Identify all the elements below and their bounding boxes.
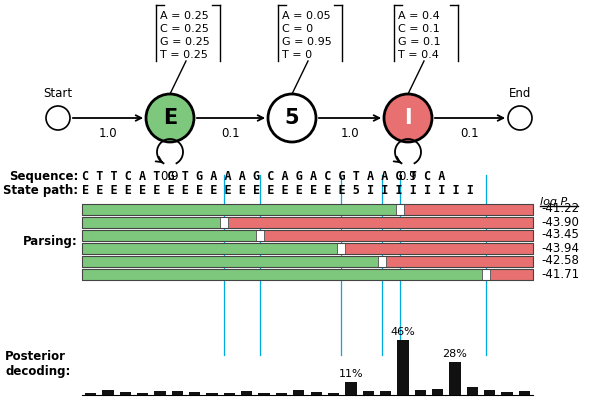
Text: -43.45: -43.45 [541, 229, 579, 241]
Text: G = 0.25: G = 0.25 [160, 37, 210, 47]
Bar [396, 204, 404, 214]
Text: T = 0.25: T = 0.25 [160, 50, 208, 60]
Bar [337, 243, 346, 253]
Text: 1.0: 1.0 [341, 127, 359, 140]
Text: 0.1: 0.1 [221, 127, 241, 140]
Text: 46%: 46% [391, 327, 415, 337]
Bar [378, 256, 386, 266]
Bar [432, 389, 443, 395]
Bar [82, 243, 533, 253]
Bar [82, 256, 378, 266]
Bar [82, 256, 533, 266]
Text: Parsing:: Parsing: [23, 235, 78, 248]
Bar [346, 243, 533, 253]
Bar [228, 216, 533, 228]
Bar [189, 392, 200, 395]
Bar [82, 216, 533, 228]
Text: 0.9: 0.9 [161, 170, 179, 183]
Bar [467, 386, 478, 395]
Text: 5: 5 [284, 108, 299, 128]
Bar [82, 268, 482, 280]
Ellipse shape [384, 94, 432, 142]
Bar [386, 256, 533, 266]
Bar [404, 204, 533, 214]
Bar [82, 204, 533, 214]
Bar [397, 340, 409, 395]
Bar [362, 391, 374, 395]
Bar [345, 382, 356, 395]
Text: 0.9: 0.9 [398, 170, 418, 183]
Bar [482, 268, 490, 280]
Bar [120, 392, 131, 395]
Bar [82, 229, 533, 241]
Text: E: E [163, 108, 177, 128]
Bar [85, 393, 97, 395]
Text: 28%: 28% [443, 349, 467, 359]
Text: C = 0.25: C = 0.25 [160, 24, 209, 34]
Text: C = 0.1: C = 0.1 [398, 24, 440, 34]
Bar [259, 393, 270, 395]
Bar [415, 390, 426, 395]
Text: A = 0.25: A = 0.25 [160, 11, 209, 21]
Text: A = 0.05: A = 0.05 [282, 11, 331, 21]
Bar [137, 393, 148, 395]
Text: -43.94: -43.94 [541, 241, 579, 255]
Text: -41.71: -41.71 [541, 268, 579, 280]
Bar [380, 391, 391, 395]
Bar [224, 393, 235, 395]
Ellipse shape [46, 106, 70, 130]
Bar [490, 268, 533, 280]
Bar [276, 393, 287, 395]
Bar [103, 390, 113, 395]
Text: A = 0.4: A = 0.4 [398, 11, 440, 21]
Text: Start: Start [43, 87, 73, 100]
Bar [220, 216, 228, 228]
Text: E E E E E E E E E E E E E E E E E E E 5 I I I I I I I I: E E E E E E E E E E E E E E E E E E E 5 … [82, 184, 474, 197]
Bar [82, 204, 396, 214]
Text: -42.58: -42.58 [541, 255, 579, 268]
Text: 0.1: 0.1 [461, 127, 479, 140]
Text: log P: log P [540, 197, 567, 207]
Text: G = 0.95: G = 0.95 [282, 37, 332, 47]
Text: T = 0.4: T = 0.4 [398, 50, 439, 60]
Bar [172, 391, 183, 395]
Text: Sequence:: Sequence: [8, 170, 78, 183]
Bar [256, 229, 264, 241]
Bar [82, 243, 337, 253]
Text: State path:: State path: [3, 184, 78, 197]
Text: I: I [404, 108, 412, 128]
Bar [449, 361, 461, 395]
Bar [328, 393, 339, 395]
Bar [293, 390, 304, 395]
Text: Posterior
decoding:: Posterior decoding: [5, 350, 70, 378]
Text: 1.0: 1.0 [98, 127, 118, 140]
Bar [484, 390, 495, 395]
Text: C T T C A T G T G A A A G C A G A C G T A A G T C A: C T T C A T G T G A A A G C A G A C G T … [82, 170, 445, 183]
Ellipse shape [508, 106, 532, 130]
Bar [241, 391, 253, 395]
Bar [264, 229, 533, 241]
Bar [154, 391, 166, 395]
Bar [311, 392, 322, 395]
Bar [82, 216, 220, 228]
Text: T = 0: T = 0 [282, 50, 312, 60]
Bar [82, 268, 533, 280]
Bar [518, 391, 530, 395]
Text: End: End [509, 87, 531, 100]
Text: G = 0.1: G = 0.1 [398, 37, 440, 47]
Bar [82, 229, 256, 241]
Text: 11%: 11% [338, 369, 363, 379]
Bar [502, 392, 512, 395]
Ellipse shape [268, 94, 316, 142]
Text: C = 0: C = 0 [282, 24, 313, 34]
Bar [206, 393, 218, 395]
Text: -43.90: -43.90 [541, 216, 579, 229]
Text: -41.22: -41.22 [541, 202, 579, 216]
Ellipse shape [146, 94, 194, 142]
